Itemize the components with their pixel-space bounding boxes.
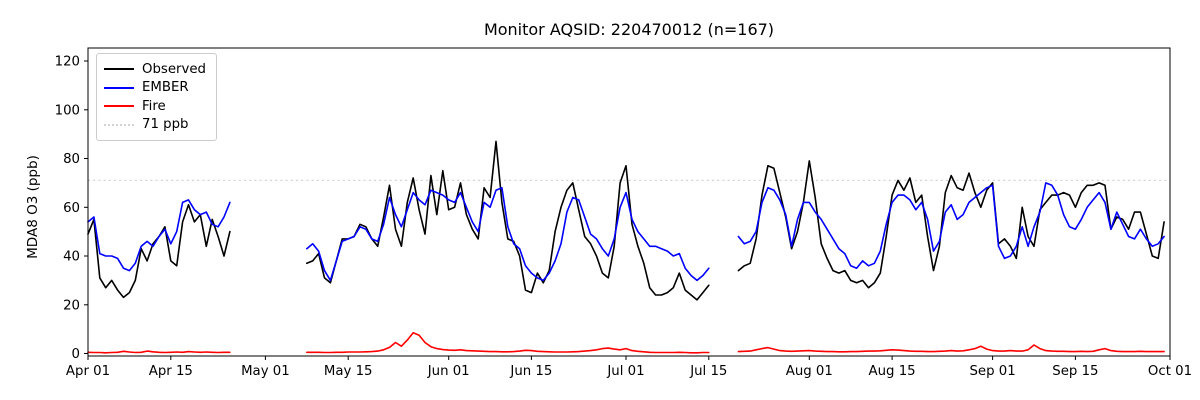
observed-line-swatch bbox=[104, 68, 134, 71]
svg-text:Oct 01: Oct 01 bbox=[1148, 364, 1192, 379]
legend-label-observed: Observed bbox=[142, 61, 206, 77]
svg-text:20: 20 bbox=[63, 298, 80, 313]
legend-item-observed: Observed bbox=[104, 60, 206, 79]
ember-line-swatch bbox=[104, 86, 134, 89]
svg-text:Aug 15: Aug 15 bbox=[869, 364, 916, 379]
svg-text:Apr 15: Apr 15 bbox=[149, 364, 193, 379]
legend-label-ember: EMBER bbox=[142, 80, 189, 96]
threshold-line-swatch bbox=[104, 123, 134, 126]
legend: Observed EMBER Fire 71 ppb bbox=[96, 53, 217, 141]
legend-label-threshold: 71 ppb bbox=[142, 117, 189, 133]
legend-item-threshold: 71 ppb bbox=[104, 116, 206, 135]
svg-text:0: 0 bbox=[72, 347, 80, 362]
svg-text:Jun 15: Jun 15 bbox=[509, 364, 552, 379]
svg-text:60: 60 bbox=[63, 201, 80, 216]
legend-item-fire: Fire bbox=[104, 97, 206, 116]
fire-line-swatch bbox=[104, 105, 134, 108]
svg-text:Apr 01: Apr 01 bbox=[66, 364, 110, 379]
svg-text:Sep 01: Sep 01 bbox=[969, 364, 1015, 379]
svg-text:Jun 01: Jun 01 bbox=[427, 364, 470, 379]
svg-text:May 15: May 15 bbox=[324, 364, 373, 379]
svg-text:May 01: May 01 bbox=[241, 364, 290, 379]
svg-text:120: 120 bbox=[55, 55, 80, 70]
legend-item-ember: EMBER bbox=[104, 79, 206, 98]
svg-text:Jul 15: Jul 15 bbox=[689, 364, 727, 379]
svg-text:Aug 01: Aug 01 bbox=[786, 364, 833, 379]
svg-text:Jul 01: Jul 01 bbox=[606, 364, 644, 379]
svg-text:40: 40 bbox=[63, 250, 80, 265]
svg-text:80: 80 bbox=[63, 152, 80, 167]
legend-label-fire: Fire bbox=[142, 98, 166, 114]
svg-text:100: 100 bbox=[55, 103, 80, 118]
svg-text:Sep 15: Sep 15 bbox=[1052, 364, 1098, 379]
chart-title: Monitor AQSID: 220470012 (n=167) bbox=[483, 20, 775, 39]
